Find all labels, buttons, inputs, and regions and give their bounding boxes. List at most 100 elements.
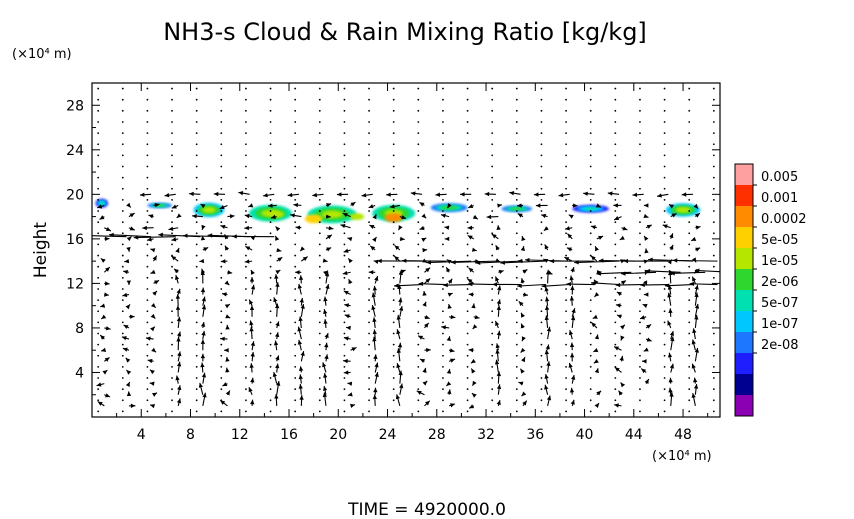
wind-vector bbox=[200, 362, 205, 373]
grid-dot bbox=[466, 199, 469, 201]
wind-vector bbox=[126, 391, 132, 397]
grid-dot bbox=[442, 176, 444, 179]
grid-dot bbox=[368, 176, 370, 179]
grid-dot bbox=[97, 388, 100, 391]
grid-dot bbox=[515, 254, 518, 257]
grid-dot bbox=[392, 299, 395, 301]
wind-vector bbox=[152, 290, 158, 296]
wind-vector bbox=[126, 246, 131, 252]
wind-vector bbox=[520, 246, 525, 252]
grid-dot bbox=[417, 399, 420, 402]
grid-dot bbox=[639, 265, 641, 268]
grid-dot bbox=[269, 121, 272, 123]
wind-vector bbox=[645, 337, 652, 342]
wind-vector bbox=[521, 391, 527, 397]
grid-dot bbox=[466, 288, 469, 290]
wind-vector bbox=[250, 284, 256, 295]
grid-dot bbox=[318, 87, 321, 90]
grid-dot bbox=[220, 176, 223, 179]
wind-vector bbox=[150, 326, 156, 332]
grid-dot bbox=[639, 354, 641, 357]
grid-dot bbox=[97, 399, 100, 402]
wind-vector bbox=[667, 284, 673, 295]
wind-vector bbox=[447, 303, 452, 309]
grid-dot bbox=[614, 299, 617, 301]
wind-vector bbox=[419, 358, 426, 364]
x-tick-label: 16 bbox=[280, 427, 298, 443]
grid-dot bbox=[97, 187, 100, 190]
grid-dot bbox=[491, 377, 494, 379]
wind-vector bbox=[445, 267, 451, 273]
grid-dot bbox=[466, 354, 469, 357]
grid-dot bbox=[639, 343, 641, 346]
wind-vector bbox=[153, 203, 160, 208]
grid-dot bbox=[491, 366, 494, 368]
wind-vector bbox=[248, 203, 254, 208]
grid-dot bbox=[318, 232, 321, 235]
wind-vector bbox=[350, 346, 357, 352]
grid-dot bbox=[712, 410, 715, 413]
wind-vector bbox=[128, 314, 135, 319]
wind-vector bbox=[668, 377, 673, 384]
wind-vector bbox=[645, 324, 652, 329]
grid-dot bbox=[392, 243, 395, 246]
jet-vector-4 bbox=[583, 191, 595, 196]
wind-vector bbox=[122, 347, 130, 352]
grid-dot bbox=[688, 332, 691, 335]
wind-vector bbox=[122, 292, 130, 298]
x-unit-label: (×10⁴ m) bbox=[652, 449, 712, 464]
grid-dot bbox=[368, 388, 370, 391]
jet-vector-4 bbox=[287, 192, 299, 198]
grid-dot bbox=[639, 410, 641, 413]
grid-dot bbox=[639, 399, 641, 402]
grid-dot bbox=[121, 132, 124, 135]
cloud-hotspot-1 bbox=[384, 213, 403, 223]
grid-dot bbox=[614, 310, 617, 313]
grid-dot bbox=[466, 87, 469, 90]
wind-vector bbox=[372, 236, 377, 242]
grid-dot bbox=[589, 143, 592, 146]
grid-dot bbox=[442, 354, 444, 357]
grid-dot bbox=[491, 288, 494, 290]
wind-vector bbox=[103, 266, 111, 273]
grid-dot bbox=[565, 143, 567, 146]
grid-dot bbox=[491, 232, 494, 235]
wind-vector bbox=[104, 326, 111, 331]
wind-vector bbox=[517, 203, 524, 208]
grid-dot bbox=[688, 87, 691, 90]
grid-dot bbox=[466, 98, 469, 101]
wind-vector bbox=[569, 342, 575, 351]
wind-vector bbox=[343, 336, 351, 341]
grid-dot bbox=[97, 199, 100, 201]
grid-dot bbox=[392, 354, 395, 357]
time-footer: TIME = 4920000.0 bbox=[347, 500, 506, 519]
grid-dot bbox=[565, 176, 567, 179]
wind-vector bbox=[124, 258, 130, 264]
grid-dot bbox=[663, 232, 666, 235]
grid-dot bbox=[712, 199, 715, 201]
wind-vector bbox=[544, 296, 550, 306]
wind-vector bbox=[519, 368, 525, 374]
wind-vector bbox=[151, 347, 157, 353]
grid-dot bbox=[663, 132, 666, 135]
grid-dot bbox=[515, 332, 518, 335]
wind-vector bbox=[125, 357, 131, 363]
grid-dot bbox=[392, 332, 395, 335]
wind-vector bbox=[170, 255, 179, 262]
wind-vector bbox=[467, 234, 474, 240]
grid-dot bbox=[392, 187, 395, 190]
wind-vector bbox=[468, 347, 474, 353]
grid-dot bbox=[195, 121, 198, 123]
grid-dot bbox=[343, 132, 346, 135]
wind-vector bbox=[692, 328, 697, 340]
wind-vector bbox=[440, 213, 450, 218]
jet-vector-4 bbox=[336, 192, 349, 197]
grid-dot bbox=[220, 410, 223, 413]
wind-vector bbox=[325, 234, 333, 240]
grid-dot bbox=[515, 366, 518, 368]
wind-vector bbox=[419, 201, 425, 207]
grid-dot bbox=[417, 232, 420, 235]
grid-dot bbox=[392, 254, 395, 257]
grid-dot bbox=[712, 98, 715, 101]
grid-dot bbox=[589, 187, 592, 190]
